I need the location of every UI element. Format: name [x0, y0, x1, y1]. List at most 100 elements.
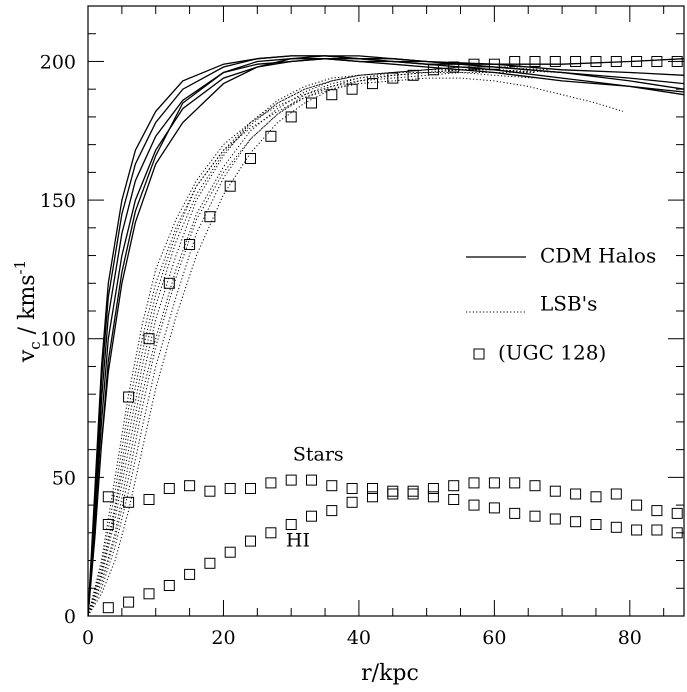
hi-point-27 [651, 524, 663, 536]
legend-swatch-ugc128 [473, 348, 485, 360]
ugc128-point-23 [570, 56, 582, 67]
stars-point-9 [285, 474, 297, 486]
stars-point-4 [184, 480, 196, 492]
ugc128-point-6 [224, 180, 236, 192]
tick-labels: 0 20 40 60 80 0 50 100 150 200 [40, 51, 642, 649]
stars-point-28 [671, 507, 683, 519]
lsb-curve-7 [88, 77, 624, 616]
y-label-superscript: -1 [11, 260, 29, 275]
cdm-halo-curve-1 [88, 55, 684, 616]
ugc128-point-10 [306, 97, 317, 109]
stars-point-23 [570, 488, 582, 500]
y-label-subscript: c [26, 341, 44, 349]
ugc128-point-12 [346, 83, 358, 95]
ugc128-point-11 [326, 89, 338, 101]
y-label-rest: / kms [15, 274, 40, 341]
ugc128-point-25 [610, 56, 622, 67]
annotation-hi: HI [286, 530, 310, 552]
stars-point-7 [245, 483, 256, 494]
lsb-curve-1 [88, 66, 529, 616]
stars-point-19 [488, 477, 500, 489]
hi-point-10 [306, 510, 317, 522]
cdm-halo-curve-3 [88, 58, 684, 616]
ugc128-point-3 [163, 277, 175, 289]
hi-point-25 [610, 521, 622, 533]
hi-point-12 [346, 496, 358, 508]
x-tick-label-0: 0 [82, 627, 94, 649]
stars-point-15 [407, 485, 419, 497]
legend-label-ugc128: (UGC 128) [498, 341, 606, 365]
ugc128-point-17 [448, 61, 460, 73]
hi-point-4 [184, 568, 196, 580]
hi-point-3 [163, 580, 175, 591]
stars-point-11 [326, 480, 338, 492]
y-tick-label-4: 200 [40, 51, 76, 73]
hi-point-6 [224, 546, 236, 558]
hi-point-21 [529, 510, 541, 522]
hi-point-22 [549, 513, 561, 525]
hi-point-19 [488, 502, 500, 514]
stars-point-5 [204, 485, 216, 497]
ugc128-point-5 [204, 211, 216, 223]
ugc128-point-7 [245, 153, 256, 164]
axis-ticks [87, 6, 684, 617]
stars-point-17 [448, 480, 460, 492]
lsb-curve-6 [88, 72, 536, 616]
hi-point-23 [570, 516, 582, 528]
x-tick-label-1: 20 [211, 627, 235, 649]
ugc128-point-1 [123, 391, 135, 403]
hi-point-7 [245, 535, 256, 547]
stars-point-1 [123, 496, 135, 508]
lsb-curve-5 [88, 72, 529, 616]
y-tick-label-0: 0 [64, 606, 76, 628]
stars-point-2 [143, 494, 155, 505]
stars-point-10 [306, 474, 317, 486]
stars-point-18 [468, 477, 480, 489]
hi-point-0 [102, 602, 114, 614]
hi-point-24 [590, 519, 602, 530]
legend-label-cdm: CDM Halos [540, 244, 656, 268]
stars-point-16 [427, 483, 439, 494]
y-tick-label-1: 50 [52, 467, 76, 489]
hi-point-18 [468, 499, 480, 511]
x-tick-label-4: 80 [618, 627, 642, 649]
cdm-halo-curve-4 [100, 58, 684, 445]
lsb-curve-2 [88, 66, 549, 616]
hi-point-1 [123, 596, 135, 608]
y-label-main: v [15, 349, 40, 363]
legend: CDM Halos LSB's (UGC 128) [466, 244, 656, 365]
ugc128-point-19 [488, 58, 500, 70]
hi-point-11 [326, 505, 338, 517]
stars-point-14 [387, 485, 399, 497]
hi-point-16 [427, 491, 439, 503]
plot-marks [88, 55, 684, 616]
ugc128-point-24 [590, 56, 602, 67]
stars-point-21 [529, 480, 541, 492]
ugc128-point-22 [549, 56, 561, 67]
ugc128-point-13 [367, 78, 378, 90]
stars-point-20 [509, 477, 521, 489]
ugc128-point-20 [509, 56, 521, 67]
hi-point-20 [509, 507, 521, 519]
y-axis-label: vc / kms-1 [11, 260, 44, 363]
stars-point-25 [610, 488, 622, 500]
stars-point-6 [224, 483, 236, 494]
ugc128-point-9 [285, 111, 297, 123]
ugc128-point-16 [427, 64, 439, 76]
legend-label-lsb: LSB's [540, 292, 597, 316]
hi-point-17 [448, 494, 460, 505]
ugc128-point-14 [387, 72, 399, 84]
annotation-stars: Stars [293, 444, 344, 466]
hi-point-8 [265, 527, 277, 539]
x-axis-label: r/kpc [361, 661, 419, 686]
stars-point-26 [631, 499, 643, 511]
ugc128-point-2 [143, 333, 155, 345]
x-tick-label-3: 60 [482, 627, 506, 649]
ugc128-point-0 [102, 491, 114, 503]
cdm-halo-curve-0 [88, 55, 684, 616]
y-tick-label-2: 100 [40, 329, 76, 351]
hi-point-14 [387, 488, 399, 500]
stars-point-22 [549, 485, 561, 497]
hi-point-26 [631, 524, 643, 536]
